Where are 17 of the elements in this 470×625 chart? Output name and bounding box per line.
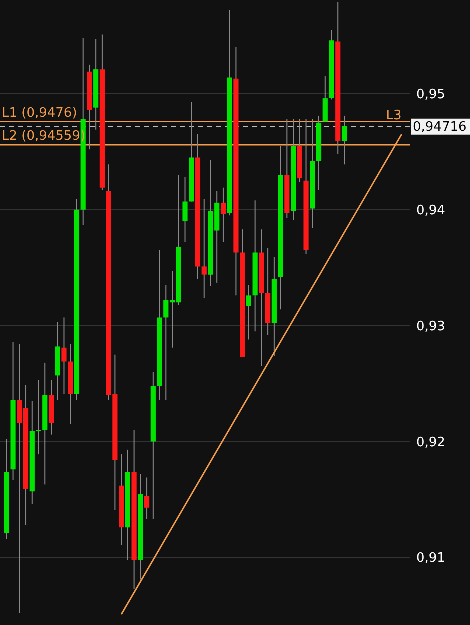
candlestick (342, 115, 348, 166)
series-label: L3 (386, 108, 402, 124)
y-tick-label: 0,94 (416, 203, 446, 218)
ref-line-label: 0,94716 (413, 120, 467, 135)
y-tick-label: 0,95 (416, 87, 446, 102)
candlestick (62, 317, 67, 395)
candlestick (144, 477, 150, 520)
candlestick (220, 187, 226, 243)
y-tick-label: 0,93 (416, 319, 446, 334)
candlestick (322, 76, 328, 122)
candlestick (36, 380, 42, 456)
y-tick-label: 0,91 (416, 551, 446, 566)
candlestick (202, 198, 207, 299)
ref-line-label: L1 (0,9476) (2, 106, 78, 121)
candlestick (246, 284, 252, 340)
y-tick-label: 0,92 (416, 435, 446, 450)
candlestick (182, 176, 188, 243)
